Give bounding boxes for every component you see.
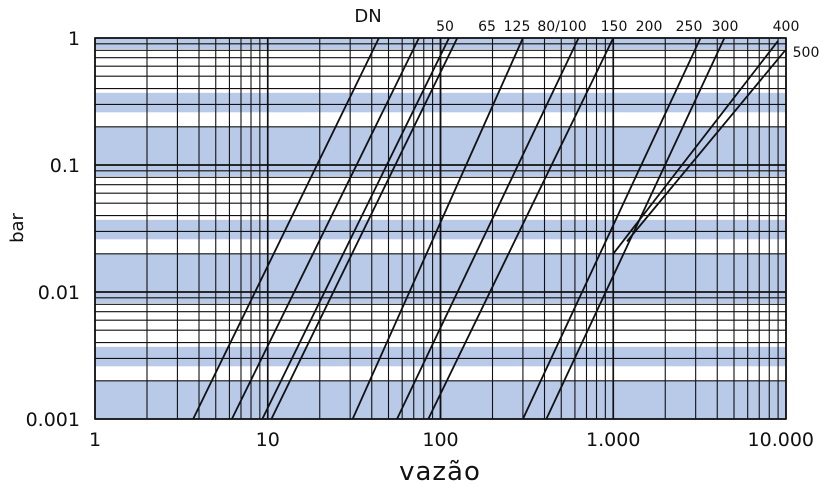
dn-label-125: 125	[504, 19, 531, 35]
vertical-gridlines	[94, 38, 787, 419]
dn-label-200: 200	[636, 19, 663, 35]
dn-line-200	[427, 37, 615, 420]
dn-labels: 50 65 125 80/100 150 200 250 300 400 500	[436, 19, 819, 61]
dn-legend-title: DN	[354, 6, 381, 27]
horizontal-gridlines	[94, 37, 787, 420]
dn-line-unlabeled-3	[270, 37, 459, 420]
x-tick-label: 10.000	[748, 429, 814, 451]
dn-line-500	[626, 49, 786, 243]
x-tick-label: 1.000	[586, 429, 640, 451]
y-tick-label: 0.001	[26, 409, 80, 431]
dn-line-80-100	[351, 37, 524, 420]
y-tick-label: 0.01	[38, 282, 80, 304]
x-tick-labels: 1 10 100 1.000 10.000	[89, 429, 814, 451]
dn-label-80-100: 80/100	[537, 19, 586, 35]
dn-label-250: 250	[676, 19, 703, 35]
x-axis-title: vazão	[399, 457, 481, 486]
dn-label-50: 50	[436, 19, 454, 35]
plot-border	[94, 37, 787, 420]
dn-line-400	[612, 40, 779, 255]
y-axis-title: bar	[7, 212, 28, 242]
dn-line-125	[261, 37, 450, 420]
dn-label-150: 150	[601, 19, 628, 35]
y-tick-label: 0.1	[50, 155, 80, 177]
dn-label-400: 400	[773, 19, 800, 35]
dn-label-65: 65	[478, 19, 496, 35]
x-tick-label: 100	[422, 429, 458, 451]
y-tick-label: 1	[68, 28, 80, 50]
dn-label-500: 500	[793, 45, 820, 61]
x-tick-label: 10	[256, 429, 280, 451]
dn-lines	[192, 37, 786, 420]
dn-line-300	[545, 37, 726, 420]
dn-line-50	[192, 37, 380, 420]
y-tick-labels: 1 0.1 0.01 0.001	[26, 28, 80, 431]
dn-line-250	[522, 37, 702, 420]
dn-label-300: 300	[712, 19, 739, 35]
dn-line-65	[231, 37, 420, 420]
x-tick-label: 1	[89, 429, 101, 451]
dn-line-150	[396, 37, 580, 420]
